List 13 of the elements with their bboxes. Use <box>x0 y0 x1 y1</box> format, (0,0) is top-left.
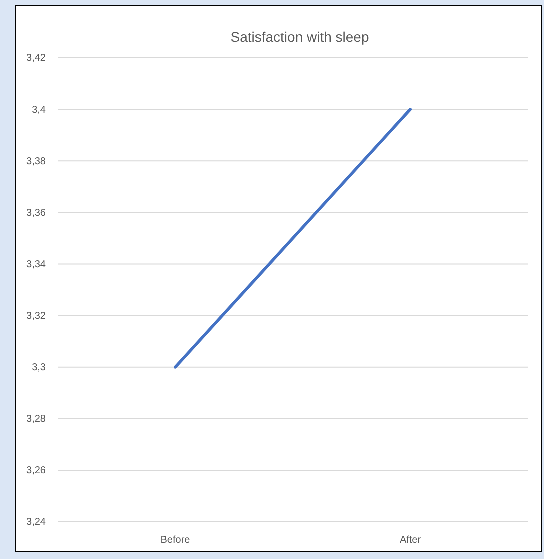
y-tick-label: 3,34 <box>26 259 46 270</box>
y-tick-label: 3,24 <box>26 517 46 528</box>
x-tick-label: After <box>400 535 422 546</box>
y-tick-label: 3,32 <box>26 310 46 322</box>
y-tick-label: 3,4 <box>32 104 46 116</box>
y-tick-label: 3,36 <box>26 208 46 219</box>
x-tick-label: Before <box>160 535 191 546</box>
chart-title: Satisfaction with sleep <box>230 29 370 45</box>
y-tick-label: 3,26 <box>26 466 46 477</box>
y-tick-label: 3,3 <box>32 362 46 374</box>
y-tick-label: 3,28 <box>26 414 46 426</box>
y-tick-label: 3,42 <box>26 53 46 64</box>
y-tick-label: 3,38 <box>26 156 46 168</box>
